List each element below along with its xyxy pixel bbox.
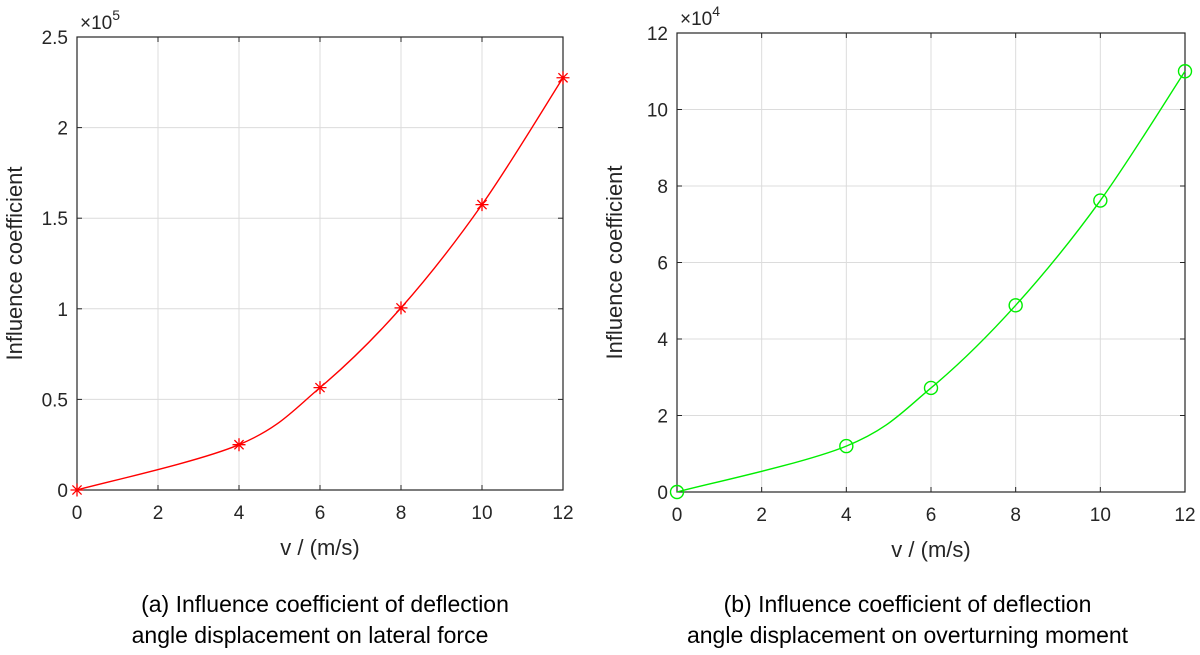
y-tick-label-a-3: 1.5	[42, 209, 68, 230]
y-exponent-b: ×104	[680, 3, 720, 30]
data-point-b-0	[669, 484, 685, 500]
chart-a: 0 2 4 6 8 10 12 0 0.5 1 1.5 2 2.5 ×105 v / (m/s) Influe…	[2, 7, 574, 560]
x-axis-label-a: v / (m/s)	[280, 535, 359, 560]
series-line-b-0	[676, 70, 1186, 493]
data-point-b-2	[923, 380, 939, 396]
data-point-a-1	[232, 438, 246, 452]
data-point-b-3	[1008, 298, 1023, 313]
y-tick-label-b-2: 4	[657, 330, 668, 351]
data-point-a-2	[313, 381, 327, 395]
y-axis-label-b: Influence coefficient	[602, 165, 627, 359]
y-tick-label-b-4: 8	[657, 177, 668, 198]
data-point-a-3	[394, 301, 408, 315]
data-point-b-4	[1093, 193, 1108, 208]
caption-a-line-1: (a) Influence coefficient of deflection	[141, 591, 509, 617]
data-point-b-5	[1177, 64, 1193, 79]
y-tick-label-a-5: 2.5	[42, 28, 68, 49]
y-tick-label-b-6: 12	[647, 24, 668, 45]
x-tick-label-b-4: 8	[1010, 505, 1021, 526]
caption-a-line-2: angle displacement on lateral force	[131, 622, 489, 648]
data-point-a-0	[70, 483, 84, 497]
y-tick-label-a-4: 2	[57, 119, 68, 140]
y-tick-label-b-3: 6	[657, 254, 668, 275]
x-tick-label-a-3: 6	[315, 503, 326, 524]
x-tick-label-a-0: 0	[72, 503, 83, 524]
y-axis-label-a: Influence coefficient	[2, 166, 27, 360]
chart-b: 0 2 4 6 8 10 12 0 2 4 6 8 10 12 ×104 v / (m/s) Influence…	[602, 3, 1196, 562]
series-line-a-0	[76, 77, 564, 491]
x-tick-label-b-3: 6	[926, 505, 937, 526]
x-tick-label-b-0: 0	[672, 505, 683, 526]
x-tick-label-b-6: 12	[1174, 505, 1195, 526]
x-axis-label-b: v / (m/s)	[891, 537, 970, 562]
y-tick-label-b-0: 0	[657, 483, 668, 504]
caption-b-line-1: (b) Influence coefficient of deflection	[723, 591, 1092, 617]
data-point-b-1	[839, 438, 854, 454]
x-tick-label-a-5: 10	[471, 503, 492, 524]
x-tick-label-a-4: 8	[396, 503, 407, 524]
y-tick-label-b-5: 10	[647, 101, 668, 122]
y-tick-label-a-2: 1	[57, 300, 68, 321]
x-tick-label-a-2: 4	[234, 503, 245, 524]
y-exponent-a: ×105	[80, 7, 120, 34]
y-tick-label-a-0: 0	[57, 481, 68, 502]
y-tick-label-a-1: 0.5	[42, 390, 68, 411]
caption-b-line-2: angle displacement on overturning moment	[686, 622, 1129, 648]
data-point-a-5	[556, 71, 570, 85]
x-tick-label-b-5: 10	[1090, 505, 1111, 526]
x-tick-label-a-6: 12	[552, 503, 573, 524]
x-tick-label-b-1: 2	[756, 505, 767, 526]
x-tick-label-b-2: 4	[841, 505, 852, 526]
x-tick-label-a-1: 2	[153, 503, 164, 524]
data-point-a-4	[475, 198, 489, 212]
y-tick-label-b-1: 2	[657, 407, 668, 428]
